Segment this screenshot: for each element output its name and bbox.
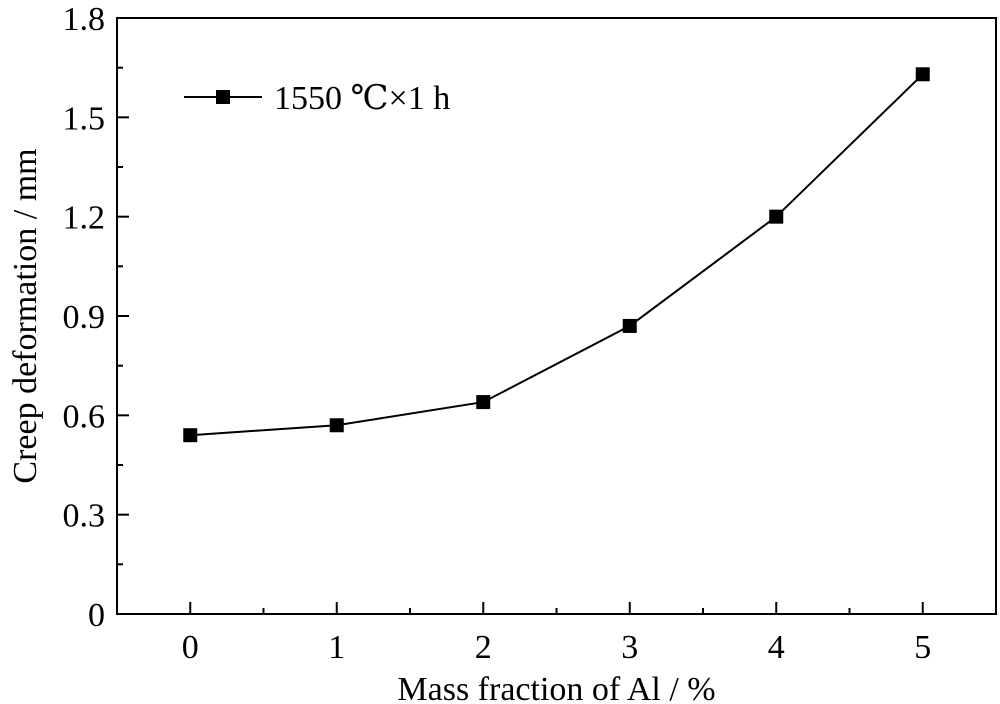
- x-axis-title: Mass fraction of Al / %: [397, 671, 715, 704]
- y-tick-label: 1.5: [63, 100, 106, 137]
- data-point: [769, 209, 784, 224]
- y-tick-label: 0.3: [63, 498, 106, 535]
- data-point: [476, 395, 491, 410]
- legend-marker: [216, 90, 230, 104]
- plot-frame: [116, 17, 997, 615]
- x-tick-label: 1: [328, 629, 345, 666]
- legend: 1550 ℃×1 h: [184, 80, 450, 117]
- y-tick-label: 0.9: [63, 299, 106, 336]
- series-line: [190, 73, 924, 437]
- y-axis: 0 0.3 0.6 0.9 1.2 1.5 1.8: [63, 1, 129, 634]
- y-tick-label: 1.8: [63, 1, 106, 38]
- y-tick-label: 0.6: [63, 398, 106, 435]
- data-point: [183, 428, 198, 443]
- y-axis-title: Creep deformation / mm: [7, 148, 44, 483]
- legend-label: 1550 ℃×1 h: [274, 80, 450, 117]
- x-tick-label: 4: [768, 629, 785, 666]
- plot-border: [116, 17, 997, 615]
- x-tick-label: 5: [914, 629, 931, 666]
- y-tick-label: 0: [88, 597, 105, 634]
- x-axis: 0 1 2 3 4 5: [182, 602, 931, 666]
- data-point: [329, 418, 344, 433]
- x-tick-label: 0: [182, 629, 199, 666]
- data-point: [915, 67, 930, 82]
- series-layer: [183, 67, 930, 443]
- y-tick-label: 1.2: [63, 200, 106, 237]
- data-point: [622, 318, 637, 333]
- x-tick-label: 2: [475, 629, 492, 666]
- x-tick-label: 3: [621, 629, 638, 666]
